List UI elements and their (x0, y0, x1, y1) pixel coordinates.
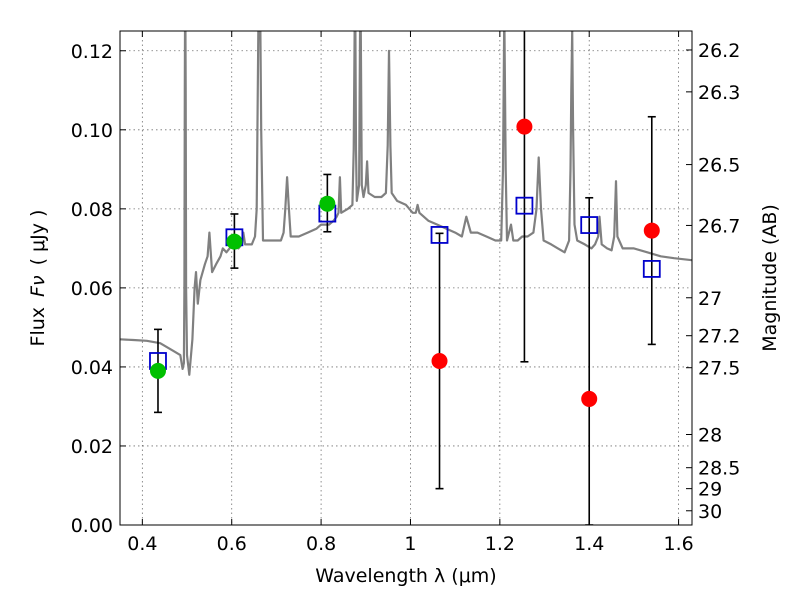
observed-flux-layer (149, 118, 660, 407)
observed-flux-point (319, 195, 336, 212)
y-axis-label-left: FluxFν( μJy ) (27, 210, 49, 347)
model-photometry-square (580, 216, 599, 234)
y-axis-label-right: Magnitude (AB) (759, 204, 781, 352)
y-tick-label: 0.08 (71, 199, 113, 221)
model-photometry-layer (149, 196, 661, 370)
x-tick-label: 0.6 (217, 533, 247, 555)
x-tick-label: 0.8 (306, 533, 336, 555)
right-tick-label: 28 (698, 424, 722, 446)
x-tick-label: 1 (404, 533, 416, 555)
right-tick-label: 27.5 (698, 358, 740, 380)
observed-flux-point (643, 222, 660, 239)
right-tick-label: 26.3 (698, 82, 740, 104)
observed-flux-point (149, 362, 166, 379)
right-tick-label: 26.2 (698, 40, 740, 62)
x-tick-label: 0.4 (127, 533, 157, 555)
spectrum-line (120, 31, 692, 376)
x-tick-label: 1.4 (574, 533, 604, 555)
right-tick-label: 27 (698, 288, 722, 310)
observed-flux-point (581, 390, 598, 407)
spectrum-layer (120, 31, 692, 376)
model-photometry-square (515, 196, 534, 215)
y-tick-label: 0.02 (71, 436, 113, 458)
right-tick-label: 27.2 (698, 326, 740, 348)
grid (120, 31, 692, 525)
right-tick-label: 29 (698, 479, 722, 501)
plot-frame (119, 30, 693, 526)
observed-flux-point (516, 118, 533, 135)
right-tick-label: 26.7 (698, 215, 740, 237)
y-tick-label: 0.10 (71, 120, 113, 142)
right-tick-label: 30 (698, 501, 722, 523)
x-axis-label: Wavelength λ (μm) (315, 565, 496, 587)
y-tick-label: 0.00 (71, 515, 113, 537)
y-tick-label: 0.12 (71, 41, 113, 63)
observed-flux-point (431, 352, 448, 369)
y-tick-label: 0.06 (71, 278, 113, 300)
right-tick-label: 26.5 (698, 155, 740, 177)
model-photometry-square (642, 260, 661, 278)
model-photometry-square (430, 226, 449, 244)
y-axis-ticks: 0.00 0.02 0.04 0.06 0.08 0.10 0.12 (71, 41, 126, 537)
x-tick-label: 1.6 (663, 533, 693, 555)
y-tick-label: 0.04 (71, 357, 113, 379)
x-axis-ticks: 0.4 0.6 0.8 1 1.2 1.4 1.6 (127, 31, 694, 555)
x-tick-label: 1.2 (485, 533, 515, 555)
observed-flux-point (226, 233, 243, 250)
right-tick-label: 28.5 (698, 458, 740, 480)
